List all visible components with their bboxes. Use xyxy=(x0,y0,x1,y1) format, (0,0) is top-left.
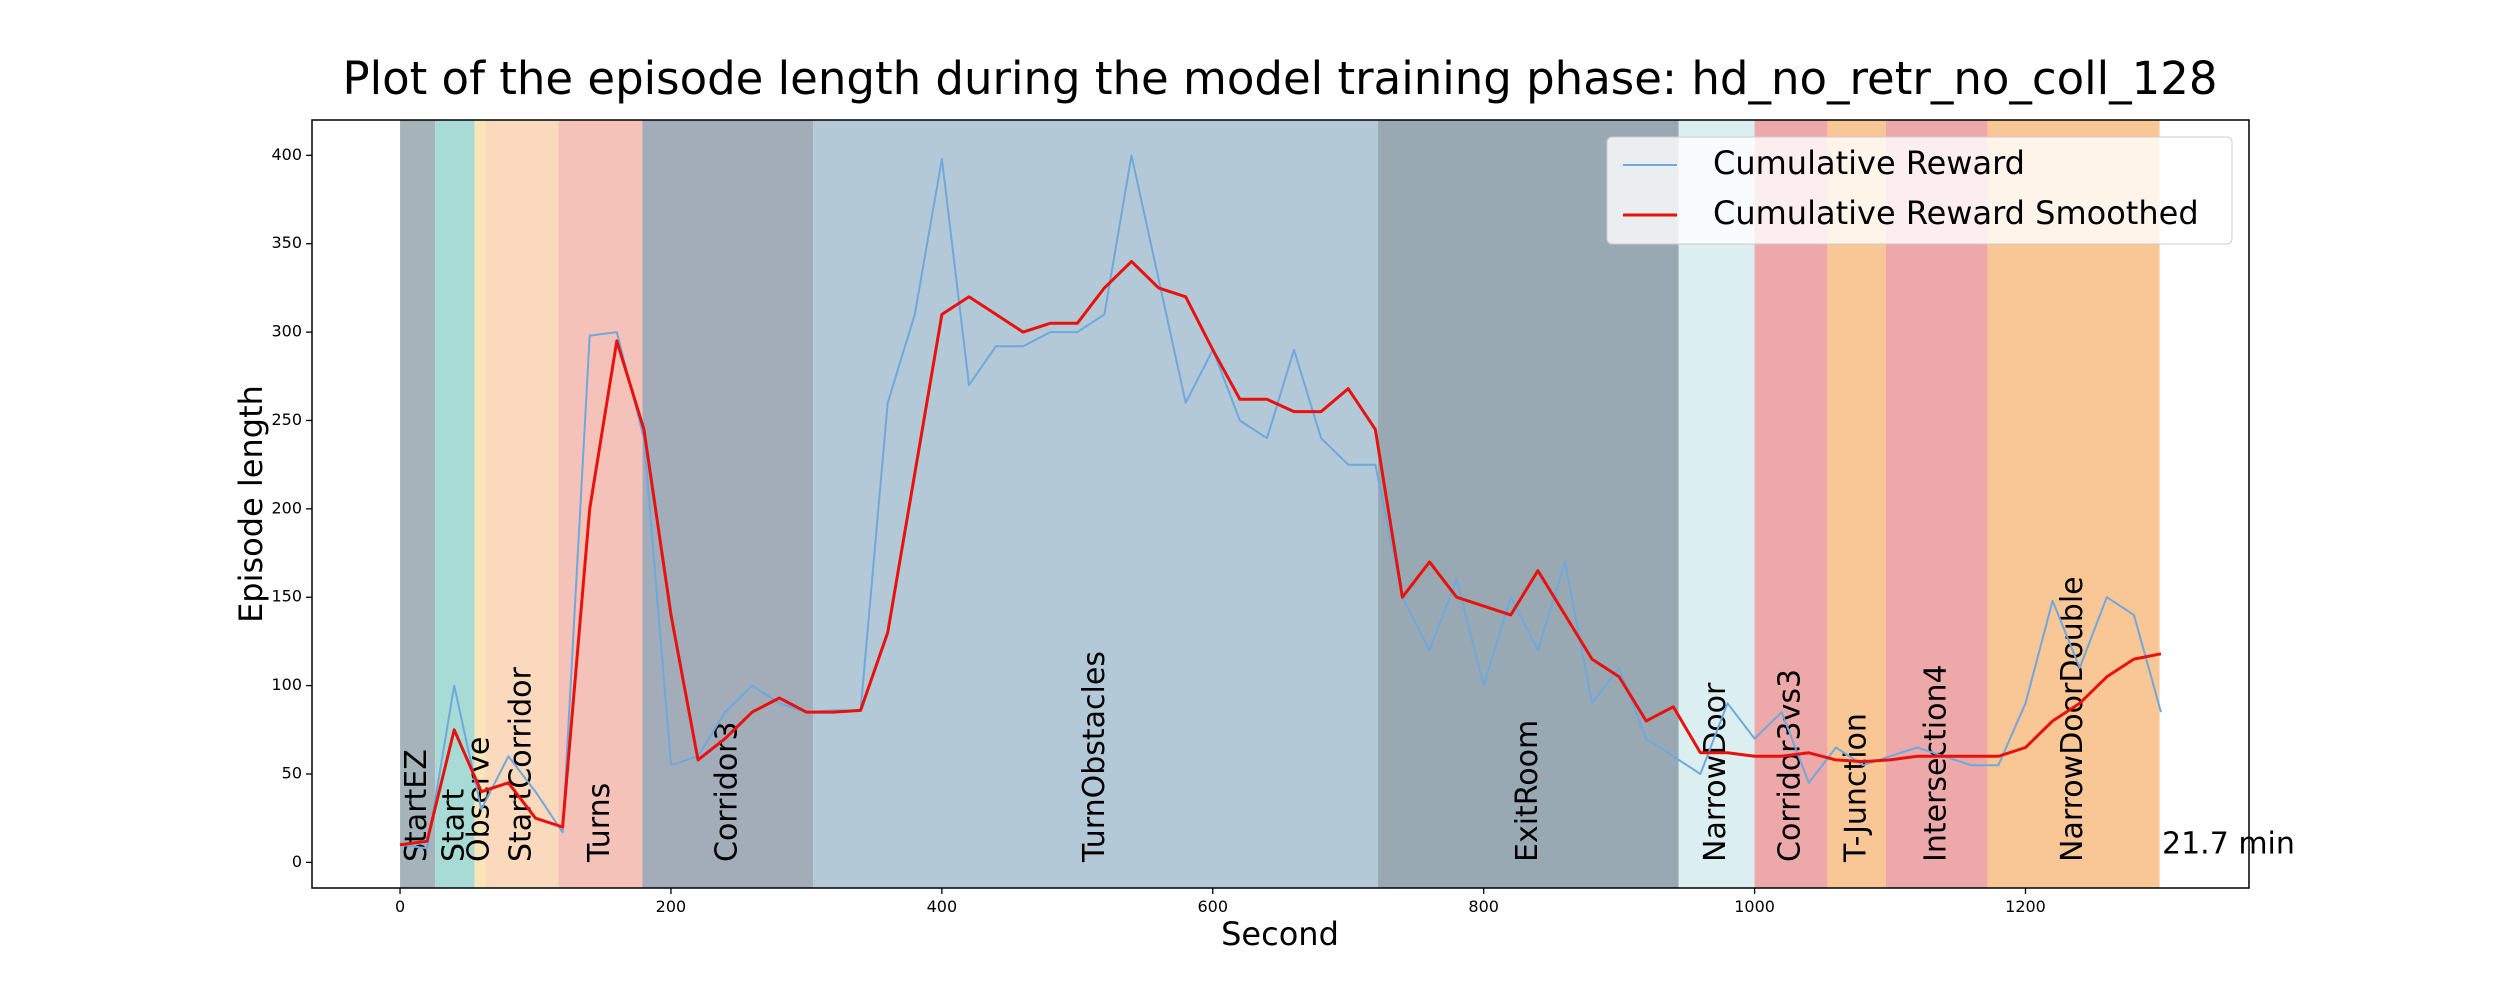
region xyxy=(1987,120,2160,888)
y-axis-label: Episode length xyxy=(232,385,270,623)
y-tick-label: 250 xyxy=(271,410,302,429)
x-tick-label: 200 xyxy=(656,897,687,916)
legend-label: Cumulative Reward xyxy=(1713,144,2025,182)
region-label: Turns xyxy=(582,783,617,863)
region-label: Intersection4 xyxy=(1918,664,1953,862)
y-tick-label: 400 xyxy=(271,145,302,164)
region xyxy=(485,120,559,888)
x-tick-label: 800 xyxy=(1468,897,1499,916)
x-tick-label: 400 xyxy=(927,897,958,916)
y-tick-label: 200 xyxy=(271,498,302,517)
region-label: NarrowDoor xyxy=(1698,682,1733,862)
region xyxy=(1378,120,1679,888)
y-tick-label: 350 xyxy=(271,233,302,252)
x-tick-label: 1000 xyxy=(1734,897,1775,916)
region-label: T-Junction xyxy=(1838,713,1873,863)
series-line xyxy=(399,154,2162,850)
y-tick-label: 150 xyxy=(271,587,302,606)
region-label: ExitRoom xyxy=(1510,720,1545,862)
region xyxy=(1678,120,1755,888)
y-tick-label: 0 xyxy=(292,852,302,871)
region-label: Corridor3 xyxy=(709,721,744,862)
x-tick-label: 600 xyxy=(1197,897,1228,916)
x-tick-label: 1200 xyxy=(2005,897,2046,916)
y-tick-label: 300 xyxy=(271,322,302,341)
region-label: Start xyxy=(436,788,471,862)
annotation: 21.7 min xyxy=(2162,827,2295,862)
region-label: StartCorridor xyxy=(503,667,538,862)
legend-label: Cumulative Reward Smoothed xyxy=(1713,194,2199,232)
region-label: TurnObstacles xyxy=(1077,651,1112,863)
plot-frame xyxy=(311,119,2250,889)
y-tick-label: 100 xyxy=(271,675,302,694)
region xyxy=(813,120,1379,888)
chart-title: Plot of the episode length during the mo… xyxy=(342,52,2217,105)
region xyxy=(400,120,436,888)
x-axis-label: Second xyxy=(1221,915,1339,953)
region xyxy=(1885,120,1988,888)
region xyxy=(474,120,486,888)
x-tick-label: 0 xyxy=(395,897,405,916)
region xyxy=(558,120,643,888)
y-tick-label: 50 xyxy=(282,763,302,782)
series-line xyxy=(399,259,2162,847)
legend-box xyxy=(1606,136,2233,245)
region xyxy=(1754,120,1828,888)
